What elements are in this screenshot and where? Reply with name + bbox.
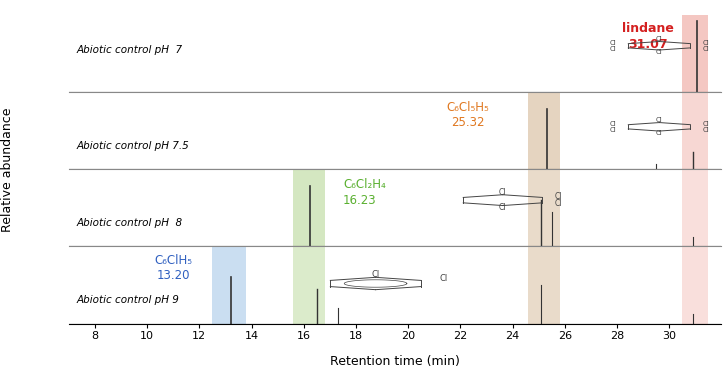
Text: C₆ClH₅: C₆ClH₅ [154, 254, 192, 267]
Text: lindane: lindane [622, 22, 674, 35]
Text: Cl: Cl [499, 203, 507, 212]
Bar [529, 246, 560, 324]
Text: 16.23: 16.23 [343, 194, 376, 206]
Bar [529, 92, 560, 169]
Text: Cl: Cl [499, 188, 507, 197]
Text: Cl: Cl [610, 121, 616, 126]
Text: 25.32: 25.32 [452, 116, 485, 129]
Text: Abiotic control pH  7: Abiotic control pH 7 [77, 45, 183, 55]
Text: Cl: Cl [656, 130, 663, 136]
Text: Cl: Cl [656, 49, 663, 55]
Bar [682, 169, 708, 246]
Bar [529, 169, 560, 246]
Text: Cl: Cl [555, 192, 562, 201]
Text: Cl: Cl [555, 199, 562, 208]
Text: Cl: Cl [656, 36, 663, 42]
Text: Cl: Cl [610, 127, 616, 133]
Text: Abiotic control pH  8: Abiotic control pH 8 [77, 218, 183, 228]
Bar [682, 92, 708, 169]
Text: Cl: Cl [703, 46, 709, 52]
Text: Cl: Cl [703, 121, 709, 126]
Text: Relative abundance: Relative abundance [1, 107, 14, 231]
Text: 13.20: 13.20 [157, 269, 190, 282]
Text: Retention time (min): Retention time (min) [330, 355, 460, 368]
Text: Cl: Cl [703, 127, 709, 133]
Text: Cl: Cl [371, 270, 380, 279]
Text: Cl: Cl [610, 46, 616, 52]
Bar [294, 169, 325, 246]
Text: C₆Cl₂H₄: C₆Cl₂H₄ [343, 178, 386, 191]
Text: C₆Cl₅H₅: C₆Cl₅H₅ [447, 101, 489, 114]
Text: Abiotic control pH 7.5: Abiotic control pH 7.5 [77, 141, 189, 151]
Text: 31.07: 31.07 [629, 38, 668, 51]
Text: Cl: Cl [439, 275, 447, 283]
Text: Cl: Cl [610, 39, 616, 46]
Text: Cl: Cl [703, 39, 709, 46]
Text: Abiotic control pH 9: Abiotic control pH 9 [77, 295, 180, 305]
Bar [682, 246, 708, 324]
Bar [682, 15, 708, 92]
Text: Cl: Cl [656, 118, 663, 124]
Bar [294, 246, 325, 324]
Bar [212, 246, 246, 324]
